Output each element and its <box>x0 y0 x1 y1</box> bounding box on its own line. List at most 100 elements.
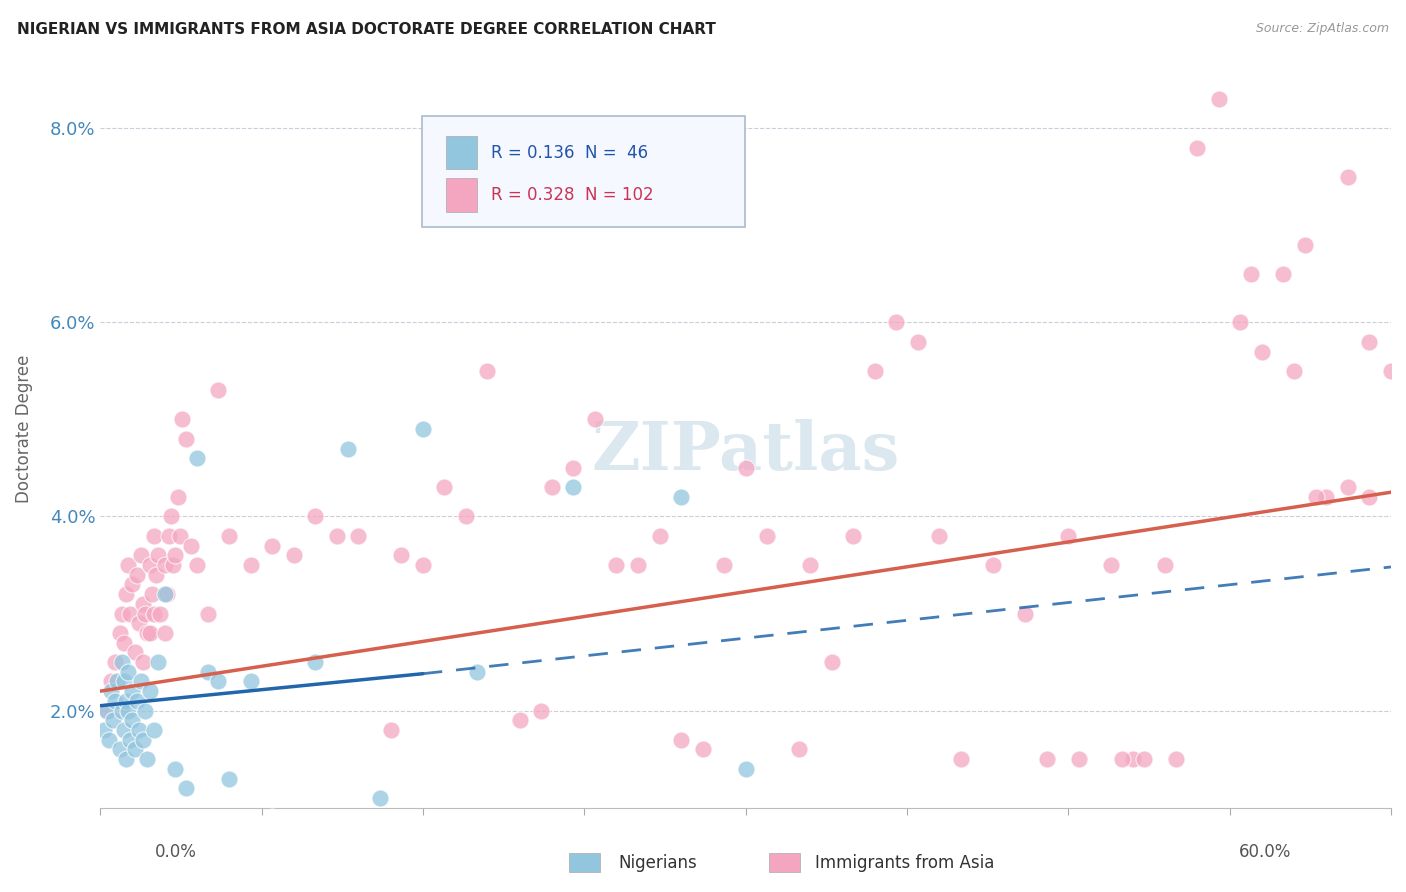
Point <box>884 315 907 329</box>
Point <box>509 713 531 727</box>
Point <box>692 742 714 756</box>
Point <box>136 626 159 640</box>
Point <box>304 509 326 524</box>
Point <box>145 567 167 582</box>
Point <box>170 412 193 426</box>
Point <box>160 509 183 524</box>
Point <box>124 742 146 756</box>
Point <box>134 704 156 718</box>
Point <box>169 529 191 543</box>
Point <box>162 558 184 572</box>
Point <box>134 607 156 621</box>
Text: 0.0%: 0.0% <box>155 843 197 861</box>
Point <box>105 674 128 689</box>
Point <box>207 674 229 689</box>
Point <box>465 665 488 679</box>
Point <box>124 645 146 659</box>
Point <box>165 762 187 776</box>
Point <box>165 549 187 563</box>
Point <box>148 655 170 669</box>
Point <box>125 567 148 582</box>
Point <box>207 384 229 398</box>
Point <box>648 529 671 543</box>
Point <box>262 539 284 553</box>
Point <box>1337 169 1360 184</box>
Point <box>197 607 219 621</box>
Point <box>1282 364 1305 378</box>
Point <box>669 490 692 504</box>
Point <box>138 684 160 698</box>
Point <box>789 742 811 756</box>
Point <box>115 694 138 708</box>
Point <box>100 684 122 698</box>
Point <box>174 781 197 796</box>
Point <box>1305 490 1327 504</box>
Point <box>627 558 650 572</box>
Point <box>132 732 155 747</box>
Point <box>541 480 564 494</box>
Point <box>412 558 434 572</box>
Point <box>112 723 135 737</box>
Point <box>141 587 163 601</box>
Point <box>605 558 627 572</box>
Text: NIGERIAN VS IMMIGRANTS FROM ASIA DOCTORATE DEGREE CORRELATION CHART: NIGERIAN VS IMMIGRANTS FROM ASIA DOCTORA… <box>17 22 716 37</box>
Point <box>562 480 585 494</box>
Point <box>530 704 553 718</box>
Point <box>713 558 735 572</box>
Point <box>669 732 692 747</box>
Point <box>128 723 150 737</box>
Point <box>138 558 160 572</box>
Point <box>166 490 188 504</box>
Point <box>583 412 606 426</box>
Point <box>239 674 262 689</box>
Point <box>179 539 201 553</box>
Point <box>336 442 359 456</box>
Point <box>1067 752 1090 766</box>
Point <box>1132 752 1154 766</box>
Point <box>120 732 142 747</box>
Point <box>112 674 135 689</box>
Point <box>1315 490 1337 504</box>
Point <box>108 742 131 756</box>
Point <box>97 732 120 747</box>
Point <box>149 607 172 621</box>
Point <box>121 684 143 698</box>
Point <box>132 597 155 611</box>
Point <box>120 607 142 621</box>
Point <box>562 461 585 475</box>
Point <box>132 655 155 669</box>
Point <box>153 626 176 640</box>
Point <box>863 364 886 378</box>
Point <box>96 704 118 718</box>
Point <box>142 607 165 621</box>
Point <box>129 674 152 689</box>
Point <box>121 577 143 591</box>
Point <box>1014 607 1036 621</box>
Point <box>153 587 176 601</box>
Point <box>412 422 434 436</box>
Point <box>117 665 139 679</box>
Point <box>380 723 402 737</box>
Point <box>1111 752 1133 766</box>
Point <box>142 529 165 543</box>
Point <box>239 558 262 572</box>
Point <box>186 558 208 572</box>
Point <box>283 549 305 563</box>
Text: 60.0%: 60.0% <box>1239 843 1292 861</box>
Point <box>125 694 148 708</box>
Point <box>433 480 456 494</box>
Point <box>756 529 779 543</box>
Point <box>218 772 240 786</box>
Point <box>368 791 391 805</box>
Point <box>108 626 131 640</box>
Point <box>1187 141 1209 155</box>
Point <box>1294 237 1316 252</box>
Point <box>117 558 139 572</box>
Point <box>96 704 118 718</box>
Point <box>262 810 284 824</box>
Point <box>1057 529 1080 543</box>
Point <box>197 665 219 679</box>
Point <box>100 674 122 689</box>
Point <box>117 704 139 718</box>
Point <box>1358 334 1381 349</box>
